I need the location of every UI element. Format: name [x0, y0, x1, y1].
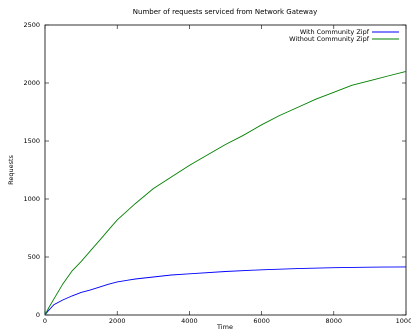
- legend-label-1: With Community Zipf: [300, 28, 370, 36]
- y-tick-label: 0: [36, 311, 40, 319]
- series-line-2: [44, 70, 407, 316]
- axis-ticks: [44, 24, 407, 316]
- x-tick-label: 8000: [326, 317, 343, 325]
- y-tick-label: 2500: [23, 21, 40, 29]
- plot-frame: [44, 24, 407, 316]
- x-axis-label: Time: [216, 323, 233, 331]
- x-tick-label: 2000: [109, 317, 126, 325]
- legend: With Community Zipf Without Community Zi…: [289, 28, 399, 43]
- x-tick-label: 0: [43, 317, 47, 325]
- legend-label-2: Without Community Zipf: [289, 35, 370, 43]
- y-axis-label: Requests: [7, 154, 15, 184]
- y-tick-label: 2000: [23, 79, 40, 87]
- y-tick-label: 1500: [23, 137, 40, 145]
- x-tick-label: 4000: [181, 317, 198, 325]
- x-tick-label: 6000: [253, 317, 270, 325]
- y-tick-label: 500: [28, 253, 40, 261]
- series-lines: [44, 70, 407, 316]
- chart-title: Number of requests serviced from Network…: [133, 8, 317, 16]
- series-line-1: [44, 266, 407, 316]
- y-tick-label: 1000: [23, 195, 40, 203]
